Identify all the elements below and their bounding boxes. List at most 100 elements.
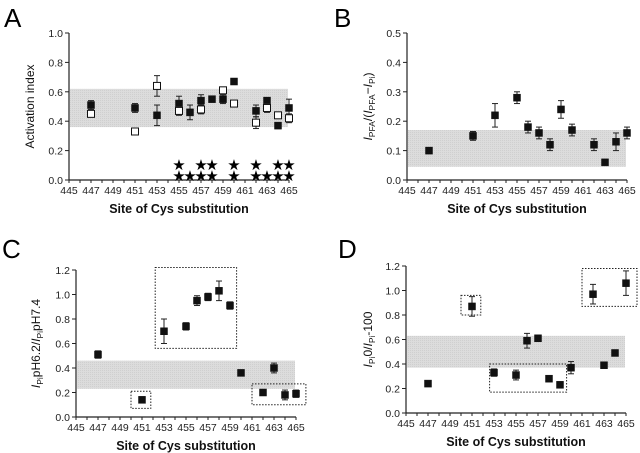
ylabel-subscript: Pi	[35, 377, 45, 385]
y-tick-label: 0.4	[55, 363, 70, 375]
x-tick-label: 465	[287, 422, 305, 434]
data-point-filled	[215, 287, 223, 295]
ylabel-subscript: Pi	[35, 331, 45, 339]
y-tick-label: 0.6	[385, 335, 400, 347]
y-tick-label: 0.6	[55, 339, 70, 351]
ylabel-text: /(	[361, 114, 375, 121]
ylabel-italic: I	[361, 363, 375, 367]
data-point-filled	[623, 129, 631, 137]
data-point-filled	[259, 388, 267, 397]
x-tick-label: 455	[170, 185, 188, 197]
data-point-open	[230, 99, 238, 108]
significance-star: ★	[172, 167, 185, 185]
ylabel-text: pH6.2/	[29, 341, 43, 377]
data-point-filled	[182, 322, 190, 331]
x-tick-label: 465	[280, 185, 298, 197]
y-axis-label: IPi0/IPi-100	[361, 311, 377, 367]
data-point-open	[252, 118, 260, 127]
data-point-filled	[490, 368, 498, 377]
data-point-filled	[274, 121, 282, 130]
data-point-filled	[523, 336, 531, 345]
ylabel-subscript: Pi	[367, 76, 377, 84]
y-tick-label: 0.0	[55, 412, 70, 424]
y-tick-label: 0.2	[385, 384, 400, 396]
data-point-filled	[469, 132, 477, 140]
data-point-filled	[94, 350, 102, 359]
y-tick-label: 0.6	[48, 87, 63, 99]
panel-d-chart: 445 447 449 451 453 455 457 459 461 463 465 0.0 0.2 0…	[361, 261, 638, 449]
x-tick-label: 447	[82, 185, 100, 197]
data-point-open	[131, 127, 139, 136]
x-tick-label: 451	[463, 418, 481, 430]
significance-star: ★	[194, 167, 207, 185]
x-axis-label: Site of Cys substitution	[446, 435, 586, 449]
data-point-filled	[612, 138, 620, 146]
y-tick-label: 0.2	[55, 388, 70, 400]
x-tick-label: 459	[214, 185, 232, 197]
x-tick-label: 453	[148, 185, 166, 197]
x-tick-label: 457	[529, 418, 547, 430]
x-tick-label: 447	[419, 418, 437, 430]
x-tick-label: 463	[258, 185, 276, 197]
data-point-open	[263, 103, 271, 112]
x-axis-label: Site of Cys substitution	[109, 202, 249, 216]
significance-star: ★	[282, 156, 295, 174]
x-tick-label: 465	[618, 185, 636, 197]
y-tick-label: 0.4	[385, 359, 400, 371]
x-tick-label: 453	[155, 422, 173, 434]
panel-c-chart: 445 447 449 451 453 455 457 459 461 463 465 0.0 0.2 0…	[29, 265, 307, 453]
data-point-filled	[186, 108, 194, 117]
y-tick-label: 0.8	[385, 310, 400, 322]
y-tick-label: 1.0	[385, 286, 400, 298]
data-point-filled	[425, 146, 433, 155]
x-tick-label: 455	[177, 422, 195, 434]
x-tick-label: 459	[221, 422, 239, 434]
significance-star: ★	[194, 156, 207, 174]
x-tick-label: 447	[89, 422, 107, 434]
reference-band	[408, 130, 626, 167]
data-point-filled	[589, 290, 597, 298]
data-point-filled	[153, 111, 161, 120]
significance-star: ★	[271, 167, 284, 185]
y-tick-label: 0.0	[48, 175, 63, 187]
data-point-filled	[601, 158, 609, 167]
x-tick-label: 459	[551, 418, 569, 430]
x-tick-label: 445	[60, 185, 78, 197]
data-point-open	[197, 105, 205, 114]
data-point-filled	[611, 349, 619, 357]
ylabel-subscript: PFA	[367, 121, 377, 137]
significance-star: ★	[183, 167, 196, 185]
significance-star: ★	[249, 156, 262, 174]
y-axis-label: Activation index	[23, 64, 37, 148]
significance-star: ★	[249, 167, 262, 185]
highlight-box	[130, 390, 152, 409]
x-tick-label: 465	[617, 418, 635, 430]
panel-letter-c: C	[2, 234, 21, 264]
data-point-filled	[197, 96, 205, 105]
y-tick-label: 0.2	[386, 116, 401, 128]
x-tick-label: 463	[265, 422, 283, 434]
ylabel-italic: I	[361, 83, 375, 87]
ylabel-italic: I	[361, 343, 375, 347]
panel-letter-b: B	[334, 3, 351, 33]
reference-band	[77, 360, 295, 389]
data-point-filled	[285, 104, 293, 112]
x-tick-label: 457	[192, 185, 210, 197]
ylabel-subscript: Pi	[367, 356, 377, 364]
data-point-filled	[208, 95, 216, 103]
significance-star: ★	[227, 167, 240, 185]
significance-star: ★	[282, 167, 295, 185]
y-tick-label: 0.4	[386, 57, 401, 69]
y-tick-label: 1.2	[385, 261, 400, 273]
data-point-filled	[292, 389, 300, 398]
reference-band	[407, 335, 625, 368]
y-tick-label: 1.2	[55, 265, 70, 277]
ylabel-italic: I	[29, 384, 43, 388]
y-axis-label: IPipH6.2/IPipH7.4	[29, 299, 45, 389]
ylabel-text: −	[361, 87, 375, 94]
x-tick-label: 461	[573, 418, 591, 430]
data-point-filled	[535, 129, 543, 137]
panel-b-chart: 445 447 449 451 453 455 457 459 461 463 465 0.0 0.1 0…	[361, 28, 636, 216]
data-point-filled	[568, 126, 576, 134]
